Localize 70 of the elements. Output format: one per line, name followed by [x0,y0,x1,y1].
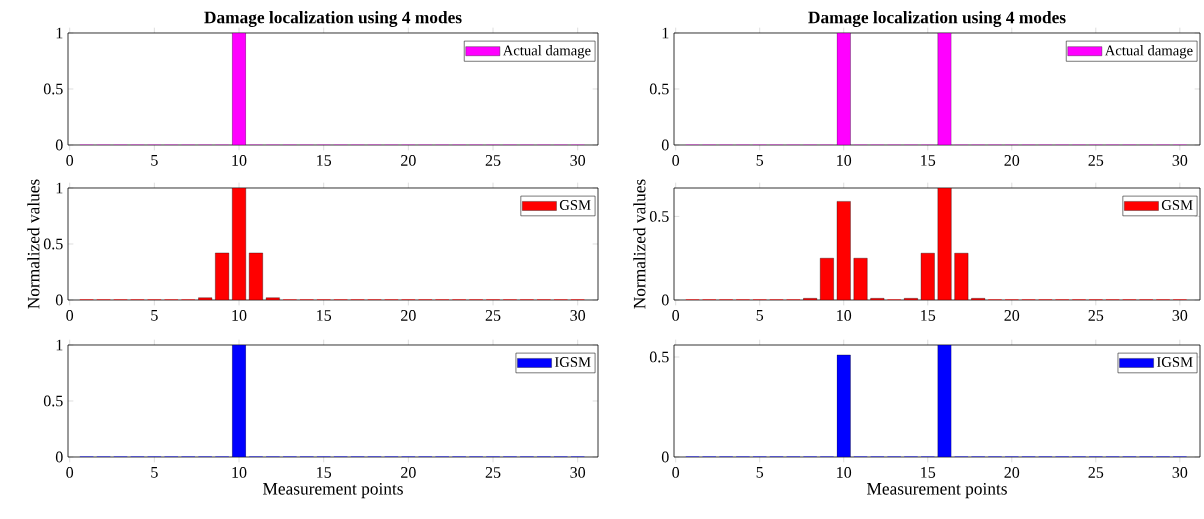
x-tick-label: 25 [485,310,501,321]
x-tick-label: 25 [485,467,501,478]
chart-title: Damage localization using 4 modes [808,11,1066,27]
y-tick-label: 0.5 [43,83,63,95]
x-tick-label: 30 [1172,310,1188,321]
x-tick-label: 10 [232,155,247,166]
legend-label: IGSM [1156,357,1193,367]
x-tick-label: 15 [317,310,332,321]
y-tick-label: 0 [661,139,669,151]
y-tick-label: 0 [661,451,669,463]
x-tick-label: 30 [1172,155,1188,166]
x-tick-label: 0 [66,155,74,166]
y-axis-title: Normalized values [27,179,40,309]
x-tick-label: 10 [232,467,247,478]
x-axis-title: Measurement points [866,482,1007,499]
y-tick-label: 1 [662,27,669,39]
x-tick-label: 20 [401,155,416,166]
legend-label: GSM [559,200,591,210]
x-tick-label: 0 [672,467,680,478]
y-tick-label: 1 [56,27,63,39]
x-tick-label: 5 [756,155,764,166]
x-tick-label: 20 [1004,155,1020,166]
x-tick-label: 15 [317,155,332,166]
y-tick-label: 1 [56,182,63,194]
x-tick-label: 15 [921,310,936,321]
y-tick-label: 0.5 [43,238,63,250]
x-tick-label: 5 [756,467,764,478]
x-tick-label: 0 [66,310,74,321]
y-tick-label: 0.5 [649,83,669,95]
legend-label: Actual damage [502,45,591,59]
y-tick-label: 0.5 [649,210,669,222]
x-tick-label: 0 [672,155,680,166]
x-tick-label: 5 [756,310,764,321]
x-tick-label: 10 [837,467,852,478]
x-tick-label: 25 [1088,467,1104,478]
x-tick-label: 30 [570,310,586,321]
legend-label: IGSM [554,357,591,367]
x-tick-label: 10 [232,310,247,321]
x-tick-label: 30 [570,155,586,166]
x-axis-title: Measurement points [262,482,403,499]
x-tick-label: 25 [1088,155,1104,166]
y-tick-label: 1 [56,339,63,351]
x-tick-label: 15 [921,155,936,166]
y-tick-label: 0 [661,294,669,306]
legend-label: GSM [1161,200,1193,210]
legend-label: Actual damage [1104,45,1193,59]
y-tick-label: 0 [55,139,63,151]
y-tick-label: 0.5 [43,395,63,407]
x-tick-label: 20 [401,467,416,478]
x-tick-label: 5 [151,155,158,166]
x-tick-label: 25 [1088,310,1104,321]
x-tick-label: 10 [837,310,852,321]
x-tick-label: 5 [151,310,158,321]
x-tick-label: 15 [921,467,936,478]
x-tick-label: 20 [1004,467,1020,478]
y-tick-label: 0 [55,451,63,463]
x-tick-label: 15 [317,467,332,478]
x-tick-label: 30 [1172,467,1188,478]
x-tick-label: 5 [151,467,158,478]
y-axis-title: Normalized values [633,179,646,309]
x-tick-label: 25 [485,155,501,166]
x-tick-label: 0 [672,310,680,321]
x-tick-label: 20 [401,310,416,321]
y-tick-label: 0.5 [649,351,669,363]
x-tick-label: 30 [570,467,586,478]
x-tick-label: 0 [66,467,74,478]
x-tick-label: 10 [837,155,852,166]
x-tick-label: 20 [1004,310,1020,321]
chart-title: Damage localization using 4 modes [204,11,462,27]
y-tick-label: 0 [55,294,63,306]
